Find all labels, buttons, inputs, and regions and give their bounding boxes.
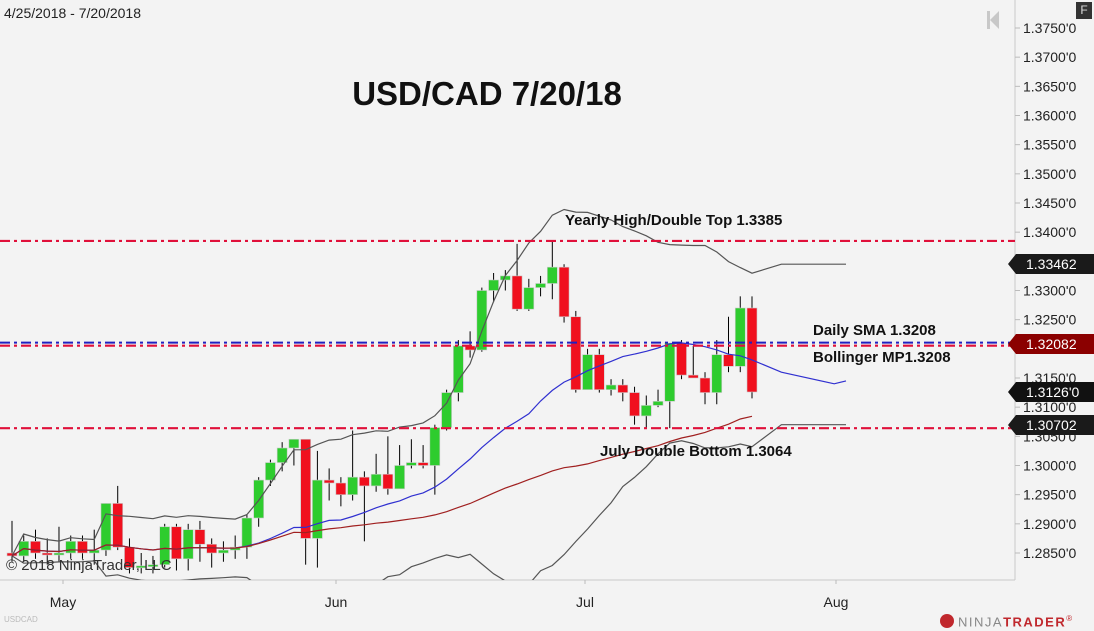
bull-candle <box>652 401 664 406</box>
bull-candle <box>135 565 147 569</box>
bear-candle <box>335 482 347 495</box>
x-tick-label: Aug <box>824 594 849 610</box>
bull-candle <box>523 287 535 310</box>
annotation-daily-sma: Daily SMA 1.3208 <box>813 322 936 339</box>
ninjatrader-logo-icon <box>940 614 954 629</box>
bull-candle <box>441 392 452 428</box>
chart-title: USD/CAD 7/20/18 <box>352 75 622 112</box>
bear-candle <box>617 384 629 393</box>
bull-candle <box>65 541 77 554</box>
bear-candle <box>629 392 640 417</box>
bull-candle <box>664 342 676 402</box>
copyright-text: © 2018 NinjaTrader, LLC <box>6 557 172 574</box>
y-tick-label: 1.3750'0 <box>1023 20 1076 36</box>
bull-candle <box>547 266 558 284</box>
instrument-symbol: USDCAD <box>4 615 38 624</box>
bear-candle <box>699 377 711 393</box>
bull-candle <box>147 564 159 567</box>
bull-candle <box>265 462 276 481</box>
bear-candle <box>382 473 394 490</box>
bull-candle <box>605 384 617 390</box>
price-marker: 1.3126'0 <box>1008 381 1094 402</box>
bull-candle <box>582 354 593 390</box>
y-tick-label: 1.3300'0 <box>1023 282 1076 298</box>
bull-candle <box>476 290 488 351</box>
bear-candle <box>323 479 335 484</box>
bear-candle <box>558 266 570 318</box>
bull-candle <box>276 447 288 463</box>
annotation-july-double-bottom: July Double Bottom 1.3064 <box>600 443 792 460</box>
y-tick-label: 1.3400'0 <box>1023 224 1076 240</box>
scroll-to-start-icon[interactable] <box>986 10 1000 30</box>
annotation-yearly-high: Yearly High/Double Top 1.3385 <box>565 212 782 229</box>
bull-candle <box>253 479 264 519</box>
bull-candle <box>453 345 464 393</box>
bull-candle <box>53 552 65 556</box>
y-tick-label: 1.3250'0 <box>1023 312 1076 328</box>
bear-candle <box>171 526 182 560</box>
bear-candle <box>359 476 370 487</box>
annotation-bollinger-mp: Bollinger MP1.3208 <box>813 349 951 366</box>
bull-candle <box>218 549 229 554</box>
bull-candle <box>488 279 499 291</box>
chart-properties-button[interactable]: F <box>1076 2 1092 19</box>
bull-candle <box>429 427 441 466</box>
bull-candle <box>347 476 358 495</box>
y-tick-label: 1.3100'0 <box>1023 399 1076 415</box>
bear-candle <box>746 307 758 393</box>
bull-candle <box>241 517 253 548</box>
y-tick-label: 1.3700'0 <box>1023 49 1076 65</box>
bull-candle <box>312 479 323 539</box>
price-marker: 1.33462 <box>1008 253 1094 274</box>
date-range: 4/25/2018 - 7/20/2018 <box>4 5 142 21</box>
price-marker: 1.32082 <box>1008 334 1094 355</box>
y-tick-label: 1.3550'0 <box>1023 137 1076 153</box>
price-marker: 1.30702 <box>1008 414 1094 435</box>
bull-candle <box>535 283 546 288</box>
bull-candle <box>711 354 723 393</box>
y-tick-label: 1.3600'0 <box>1023 107 1076 123</box>
x-tick-label: May <box>50 594 76 610</box>
bear-candle <box>300 438 311 539</box>
bear-candle <box>206 543 217 554</box>
bull-candle <box>182 529 194 560</box>
y-tick-label: 1.2850'0 <box>1023 545 1076 561</box>
bull-candle <box>394 465 405 490</box>
bear-candle <box>594 354 605 390</box>
bear-candle <box>570 316 582 390</box>
bear-candle <box>194 529 206 545</box>
bear-candle <box>41 552 53 556</box>
y-tick-label: 1.2900'0 <box>1023 516 1076 532</box>
bear-candle <box>30 541 41 554</box>
bear-candle <box>77 541 88 554</box>
bear-candle <box>511 275 523 310</box>
bull-candle <box>100 503 112 551</box>
sma-line <box>11 415 753 557</box>
y-tick-label: 1.3000'0 <box>1023 457 1076 473</box>
x-tick-label: Jun <box>325 594 348 610</box>
bull-candle <box>288 438 300 449</box>
bull-candle <box>370 473 382 487</box>
bollinger-lower-line <box>11 424 846 580</box>
bull-candle <box>640 405 652 417</box>
bear-candle <box>417 462 429 466</box>
y-tick-label: 1.3500'0 <box>1023 166 1076 182</box>
bear-candle <box>112 503 124 548</box>
x-tick-label: Jul <box>576 594 594 610</box>
bear-candle <box>687 374 699 379</box>
bull-candle <box>159 526 170 565</box>
bear-candle <box>723 354 734 367</box>
y-tick-label: 1.2950'0 <box>1023 487 1076 503</box>
y-tick-label: 1.3450'0 <box>1023 195 1076 211</box>
y-tick-label: 1.3650'0 <box>1023 78 1076 94</box>
bull-candle <box>406 462 417 466</box>
ninjatrader-logo: NINJATRADER® <box>940 614 1074 629</box>
bull-candle <box>734 307 746 367</box>
bear-candle <box>676 342 687 376</box>
